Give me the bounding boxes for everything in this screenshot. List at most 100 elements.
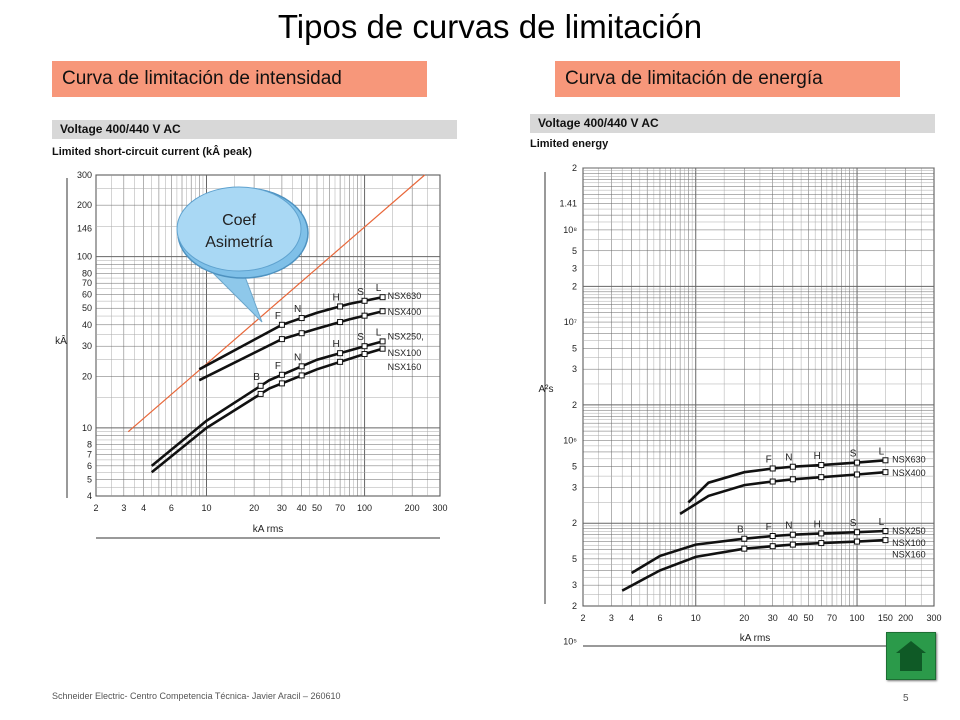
- legend-nsx400: NSX400: [388, 307, 422, 317]
- y-tick-label: 5: [572, 343, 577, 353]
- home-icon-body: [900, 653, 922, 671]
- breaker-label-L: L: [376, 327, 382, 338]
- breaker-marker: [278, 380, 285, 387]
- breaker-marker: [278, 371, 285, 378]
- breaker-marker: [278, 336, 285, 343]
- breaker-label-B: B: [737, 525, 744, 536]
- y-tick-label: 30: [82, 341, 92, 351]
- y-tick-label: 146: [77, 224, 92, 234]
- footer-text: Schneider Electric- Centro Competencia T…: [52, 691, 341, 701]
- y-tick-label: 5: [572, 462, 577, 472]
- y-tick-label: 3: [572, 364, 577, 374]
- y-tick-label: 5: [572, 0, 577, 2]
- page-number: 5: [903, 693, 909, 704]
- y-tick-label: 200: [77, 200, 92, 210]
- breaker-label-N: N: [294, 304, 301, 315]
- y-tick-label: 300: [77, 170, 92, 180]
- y-tick-label: 8: [87, 439, 92, 449]
- x-tick-label: 4: [141, 503, 146, 513]
- x-tick-label: 100: [850, 613, 865, 623]
- x-tick-label: 100: [357, 503, 372, 513]
- y-tick-label: 2: [572, 518, 577, 528]
- right-subtitle: Curva de limitación de energía: [555, 61, 900, 97]
- breaker-label-S: S: [357, 332, 364, 343]
- plot-frame: [582, 167, 935, 607]
- breaker-marker: [854, 471, 861, 478]
- series-nsx250: [150, 340, 383, 467]
- breaker-marker: [337, 350, 344, 357]
- breaker-marker: [882, 527, 889, 534]
- breaker-marker: [337, 358, 344, 365]
- y-tick-label: 2: [572, 281, 577, 291]
- breaker-marker: [361, 351, 368, 358]
- breaker-label-S: S: [357, 287, 364, 298]
- legend-nsx100: NSX100: [388, 348, 422, 358]
- breaker-marker: [882, 469, 889, 476]
- legend-nsx160: NSX160: [892, 550, 926, 560]
- x-tick-label: 200: [405, 503, 420, 513]
- series-nsx100: [150, 347, 383, 474]
- y-tick-label: 5: [572, 246, 577, 256]
- legend-nsx630: NSX630: [388, 291, 422, 301]
- breaker-marker: [818, 462, 825, 469]
- y-tick-label: 1.41: [559, 199, 577, 209]
- breaker-marker: [854, 538, 861, 545]
- y-tick-label: 2: [572, 400, 577, 410]
- x-tick-label: 150: [878, 613, 893, 623]
- breaker-marker: [769, 465, 776, 472]
- breaker-marker: [361, 312, 368, 319]
- breaker-label-H: H: [332, 339, 339, 350]
- breaker-label-F: F: [275, 361, 281, 372]
- x-tick-label: 30: [277, 503, 287, 513]
- breaker-label-N: N: [294, 352, 301, 363]
- legend-nsx630: NSX630: [892, 454, 926, 464]
- y-tick-label: 3: [572, 264, 577, 274]
- y-tick-label: 10⁹: [563, 0, 577, 2]
- y-tick-label: 100: [77, 252, 92, 262]
- chart-grid: [582, 167, 935, 607]
- series-nsx630: [687, 459, 886, 504]
- breaker-label-H: H: [332, 292, 339, 303]
- series-nsx400: [679, 470, 886, 515]
- breaker-label-F: F: [275, 311, 281, 322]
- right-chart-title: Limited energy: [530, 138, 609, 150]
- breaker-marker: [789, 463, 796, 470]
- legend-nsx250: NSX250: [892, 526, 926, 536]
- legend-nsx100: NSX100: [892, 538, 926, 548]
- right-voltage-header: Voltage 400/440 V AC: [530, 114, 935, 133]
- y-tick-label: 2: [572, 163, 577, 173]
- x-tick-label: 3: [609, 613, 614, 623]
- x-tick-label: 70: [335, 503, 345, 513]
- y-tick-label: 5: [87, 474, 92, 484]
- x-tick-label: 200: [898, 613, 913, 623]
- y-tick-label: 7: [87, 449, 92, 459]
- y-tick-label: 10⁸: [563, 225, 577, 235]
- left-chart-title: Limited short-circuit current (kÂ peak): [52, 146, 252, 158]
- breaker-marker: [741, 545, 748, 552]
- y-tick-label: 4: [87, 491, 92, 501]
- breaker-marker: [337, 303, 344, 310]
- y-tick-label: 6: [87, 461, 92, 471]
- breaker-marker: [769, 533, 776, 540]
- y-tick-label: 20: [82, 371, 92, 381]
- breaker-marker: [379, 345, 386, 352]
- breaker-label-L: L: [879, 446, 885, 457]
- bubble-line-1: Coef: [222, 212, 256, 229]
- left-subtitle: Curva de limitación de intensidad: [52, 61, 427, 97]
- x-tick-label: 2: [93, 503, 98, 513]
- breaker-label-L: L: [376, 283, 382, 294]
- breaker-marker: [789, 531, 796, 538]
- breaker-label-B: B: [253, 372, 260, 383]
- y-tick-label: 5: [572, 554, 577, 564]
- breaker-marker: [789, 476, 796, 483]
- y-tick-label: 3: [572, 0, 577, 2]
- y-tick-label: 10⁵: [563, 637, 577, 647]
- home-button[interactable]: [886, 632, 936, 680]
- breaker-marker: [854, 529, 861, 536]
- y-tick-label: 80: [82, 268, 92, 278]
- left-voltage-header: Voltage 400/440 V AC: [52, 120, 457, 139]
- breaker-label-N: N: [785, 521, 792, 532]
- breaker-label-H: H: [814, 451, 821, 462]
- breaker-marker: [818, 474, 825, 481]
